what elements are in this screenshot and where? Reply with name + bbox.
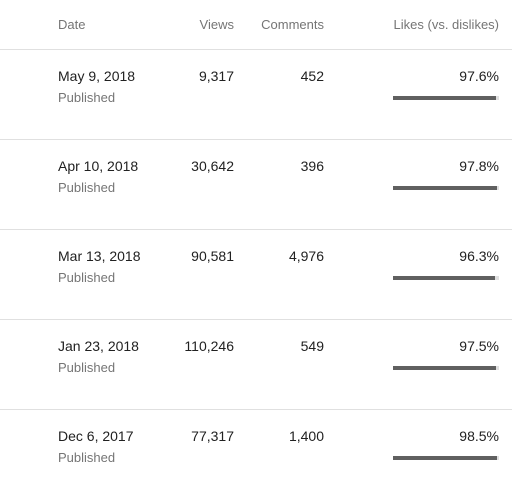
status-label: Published [58, 270, 116, 285]
likes-bar-fill [393, 276, 496, 280]
views-cell: 9,317 [198, 68, 234, 84]
likes-percent: 98.5% [459, 428, 499, 444]
likes-percent: 97.8% [459, 158, 499, 174]
views-cell: 90,581 [191, 248, 234, 264]
likes-percent: 97.6% [459, 68, 499, 84]
table-row[interactable]: Jan 23, 2018 Published 110,246 549 97.5% [0, 320, 512, 410]
table-row[interactable]: Mar 13, 2018 Published 90,581 4,976 96.3… [0, 230, 512, 320]
column-header-views[interactable]: Views [199, 17, 234, 32]
table-header: Date Views Comments Likes (vs. dislikes) [0, 0, 512, 50]
likes-bar [393, 96, 499, 100]
likes-bar [393, 366, 499, 370]
date-cell: May 9, 2018 [58, 68, 136, 84]
column-header-comments[interactable]: Comments [261, 17, 324, 32]
table-row[interactable]: Dec 6, 2017 Published 77,317 1,400 98.5% [0, 410, 512, 500]
likes-bar-fill [393, 96, 497, 100]
table-row[interactable]: Apr 10, 2018 Published 30,642 396 97.8% [0, 140, 512, 230]
table-row[interactable]: May 9, 2018 Published 9,317 452 97.6% [0, 50, 512, 140]
likes-percent: 96.3% [459, 248, 499, 264]
likes-bar [393, 276, 499, 280]
date-cell: Mar 13, 2018 [58, 248, 141, 264]
status-label: Published [58, 450, 116, 465]
comments-cell: 452 [300, 68, 324, 84]
status-label: Published [58, 90, 116, 105]
comments-cell: 549 [300, 338, 324, 354]
views-cell: 30,642 [191, 158, 234, 174]
comments-cell: 1,400 [288, 428, 324, 444]
views-cell: 77,317 [191, 428, 234, 444]
column-header-date[interactable]: Date [58, 17, 86, 32]
likes-bar [393, 456, 499, 460]
likes-bar-fill [393, 456, 498, 460]
views-cell: 110,246 [184, 338, 234, 354]
date-cell: Dec 6, 2017 [58, 428, 134, 444]
likes-bar-fill [393, 366, 497, 370]
date-cell: Jan 23, 2018 [58, 338, 139, 354]
date-cell: Apr 10, 2018 [58, 158, 139, 174]
comments-cell: 4,976 [288, 248, 324, 264]
status-label: Published [58, 360, 116, 375]
likes-percent: 97.5% [459, 338, 499, 354]
status-label: Published [58, 180, 116, 195]
likes-bar [393, 186, 499, 190]
comments-cell: 396 [300, 158, 324, 174]
likes-bar-fill [393, 186, 497, 190]
column-header-likes[interactable]: Likes (vs. dislikes) [393, 17, 499, 32]
